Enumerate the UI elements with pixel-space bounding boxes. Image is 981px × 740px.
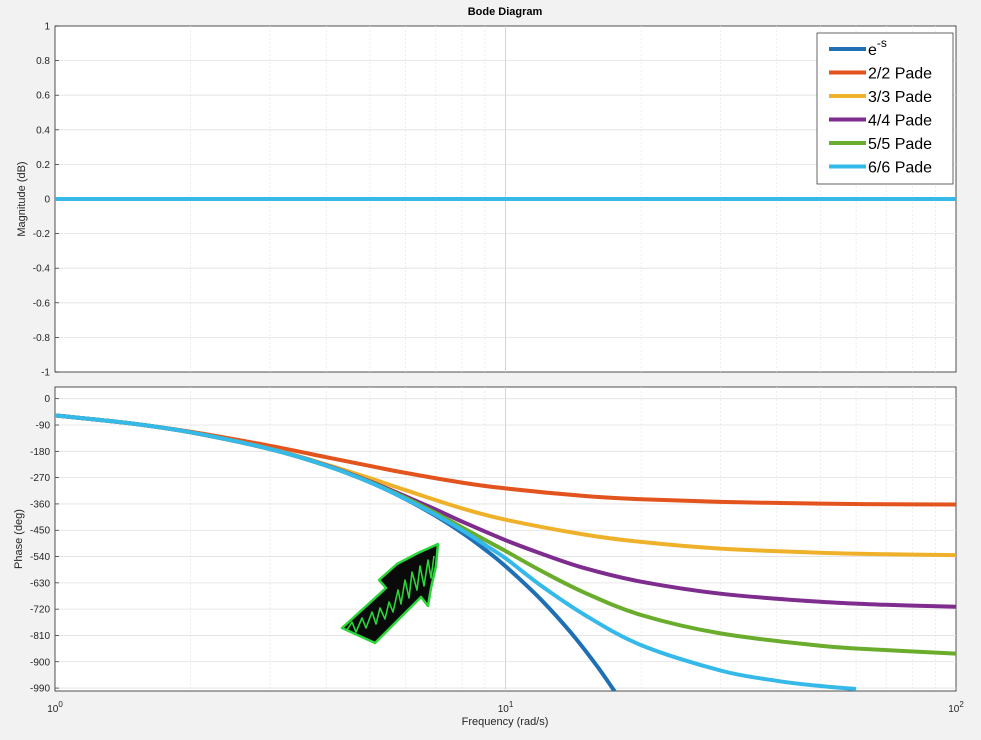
y-tick-label: -0.8 — [33, 333, 51, 344]
magnitude-y-label: Magnitude (dB) — [16, 161, 28, 236]
chart-title: Bode Diagram — [468, 6, 543, 18]
x-tick-label: 100 — [47, 700, 63, 715]
y-tick-label: -180 — [30, 447, 50, 458]
y-tick-label: -720 — [30, 605, 50, 616]
legend-entry: e-s — [868, 36, 887, 59]
arrow-shape — [340, 542, 440, 645]
magnitude-panel: -1 -0.8 -0.6 -0.4 -0.2 0 0.2 0.4 0.6 0.8 1 Magnitu… — [16, 22, 957, 379]
legend-entry: 6/6 Pade — [868, 160, 932, 177]
y-tick-label: -450 — [30, 526, 50, 537]
y-tick-label: -270 — [30, 473, 50, 484]
y-tick-label: -360 — [30, 499, 50, 510]
y-tick-label: 0 — [44, 195, 50, 206]
magnitude-y-ticks: -1 -0.8 -0.6 -0.4 -0.2 0 0.2 0.4 0.6 0.8 1 — [33, 22, 59, 379]
phase-lines — [55, 413, 956, 691]
legend-box — [816, 32, 954, 185]
legend-entry: 2/2 Pade — [868, 66, 932, 83]
phase-line — [55, 413, 857, 691]
y-tick-label: 0.2 — [36, 160, 50, 171]
y-tick-label: 0.6 — [36, 91, 50, 102]
legend-entry: 3/3 Pade — [868, 89, 932, 106]
y-tick-label: 0.8 — [36, 56, 50, 67]
y-tick-label: -0.4 — [33, 264, 51, 275]
y-tick-label: -900 — [30, 657, 50, 668]
y-tick-label: -990 — [30, 684, 50, 695]
legend: e-s 2/2 Pade 3/3 Pade 4/4 Pade 5/5 Pade 6/6 P… — [816, 32, 954, 185]
arrow-scribble — [346, 555, 435, 633]
y-tick-label: -810 — [30, 631, 50, 642]
y-tick-label: 1 — [44, 22, 50, 33]
y-tick-label: 0.4 — [36, 125, 50, 136]
y-tick-label: -0.2 — [33, 229, 51, 240]
y-tick-label: -630 — [30, 578, 50, 589]
arrow-annotation — [340, 542, 440, 645]
y-tick-label: 0 — [44, 394, 50, 405]
x-tick-label: 102 — [948, 700, 964, 715]
phase-panel: 0 -90 -180 -270 -360 -450 -540 -630 -720 -810 -900… — [13, 386, 957, 695]
y-tick-label: -90 — [36, 421, 51, 432]
phase-y-ticks: 0 -90 -180 -270 -360 -450 -540 -630 -720 -810 -900… — [30, 394, 59, 695]
x-tick-label: 101 — [498, 700, 514, 715]
y-tick-label: -0.6 — [33, 298, 51, 309]
legend-entry: 5/5 Pade — [868, 136, 932, 153]
x-ticks: 100 101 102 — [47, 700, 964, 715]
x-axis-label: Frequency (rad/s) — [462, 716, 549, 728]
phase-y-label: Phase (deg) — [13, 509, 25, 569]
y-tick-label: -1 — [41, 368, 50, 379]
y-tick-label: -540 — [30, 552, 50, 563]
legend-entry: 4/4 Pade — [868, 113, 932, 130]
